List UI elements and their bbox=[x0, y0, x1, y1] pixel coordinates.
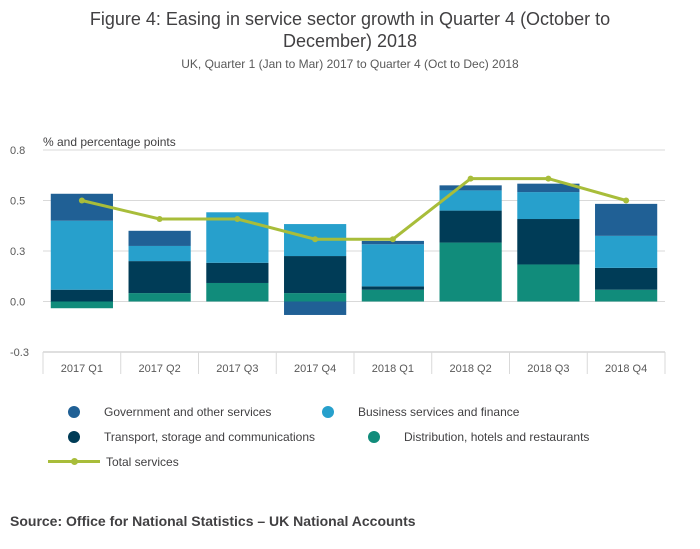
bar-transport bbox=[517, 219, 580, 265]
bar-distribution bbox=[517, 264, 580, 302]
bar-transport bbox=[284, 256, 347, 294]
legend-swatch-total bbox=[48, 458, 100, 466]
bar-government bbox=[361, 240, 424, 245]
total-services-line bbox=[81, 177, 627, 241]
bar-distribution bbox=[284, 293, 347, 302]
bar-business bbox=[595, 235, 658, 268]
source-note: Source: Office for National Statistics –… bbox=[10, 513, 416, 529]
bar-business bbox=[361, 244, 424, 287]
x-tick-label: 2018 Q4 bbox=[605, 363, 647, 375]
x-tick-label: 2018 Q2 bbox=[450, 363, 492, 375]
chart-title: Figure 4: Easing in service sector growt… bbox=[0, 8, 700, 52]
total-services-point bbox=[156, 216, 163, 223]
bar-distribution bbox=[128, 293, 191, 302]
legend-item-distribution: Distribution, hotels and restaurants bbox=[368, 429, 589, 444]
legend-swatch-transport bbox=[68, 430, 80, 443]
bar-transport bbox=[361, 286, 424, 290]
legend-label: Business services and finance bbox=[358, 404, 520, 419]
x-tick-label: 2017 Q4 bbox=[294, 363, 336, 375]
bar-government bbox=[517, 183, 580, 193]
bar-government bbox=[284, 301, 347, 315]
y-tick-label: 0.8 bbox=[10, 145, 25, 157]
y-tick-label: 0.0 bbox=[10, 297, 25, 309]
total-services-point bbox=[234, 216, 241, 223]
legend-swatch-business bbox=[322, 405, 334, 418]
bar-business bbox=[50, 220, 113, 290]
bar-transport bbox=[595, 267, 658, 290]
legend-swatch-distribution bbox=[368, 430, 380, 443]
bar-distribution bbox=[595, 289, 658, 302]
x-tick-label: 2017 Q2 bbox=[139, 363, 181, 375]
bar-government bbox=[439, 185, 502, 191]
bar-distribution bbox=[361, 289, 424, 302]
bar-transport bbox=[206, 262, 269, 283]
total-services-point bbox=[389, 236, 396, 243]
bar-government bbox=[595, 203, 658, 236]
legend-swatch-government bbox=[68, 405, 80, 418]
bar-government bbox=[128, 230, 191, 246]
x-tick-label: 2017 Q1 bbox=[61, 363, 103, 375]
bar-distribution bbox=[206, 282, 269, 302]
x-tick-label: 2018 Q3 bbox=[527, 363, 569, 375]
y-tick-label: 0.5 bbox=[10, 196, 25, 208]
bar-transport bbox=[128, 261, 191, 294]
legend-item-government: Government and other services bbox=[68, 404, 271, 419]
bar-distribution bbox=[50, 301, 113, 309]
legend-label: Distribution, hotels and restaurants bbox=[404, 429, 590, 444]
bar-transport bbox=[439, 210, 502, 243]
legend-item-transport: Transport, storage and communications bbox=[68, 429, 315, 444]
total-services-point bbox=[312, 236, 319, 243]
legend-label: Total services bbox=[106, 454, 179, 469]
bar-distribution bbox=[439, 242, 502, 302]
total-services-point bbox=[545, 175, 552, 182]
x-tick-label: 2017 Q3 bbox=[216, 363, 258, 375]
bar-business bbox=[517, 192, 580, 220]
x-tick-label: 2018 Q1 bbox=[372, 363, 414, 375]
chart-title-line1: Figure 4: Easing in service sector growt… bbox=[89, 9, 611, 29]
chart-subtitle: UK, Quarter 1 (Jan to Mar) 2017 to Quart… bbox=[181, 57, 519, 71]
total-services-point bbox=[467, 175, 474, 182]
y-axis-label: % and percentage points bbox=[43, 135, 176, 149]
legend-item-total: Total services bbox=[48, 454, 179, 469]
total-services-point bbox=[623, 197, 630, 204]
bar-transport bbox=[50, 289, 113, 302]
total-services-point bbox=[78, 197, 85, 204]
legend-label: Government and other services bbox=[104, 404, 272, 419]
legend-item-business: Business services and finance bbox=[322, 404, 519, 419]
bar-business bbox=[439, 190, 502, 211]
legend-label: Transport, storage and communications bbox=[104, 429, 315, 444]
chart-title-line2: December) 2018 bbox=[282, 31, 418, 51]
chart-area: % and percentage points 0.8 0.5 0.3 0.0 -0.3 2… bbox=[10, 135, 666, 375]
bar-business bbox=[128, 245, 191, 262]
y-tick-label: 0.3 bbox=[10, 246, 25, 258]
y-tick-label: -0.3 bbox=[10, 347, 29, 359]
